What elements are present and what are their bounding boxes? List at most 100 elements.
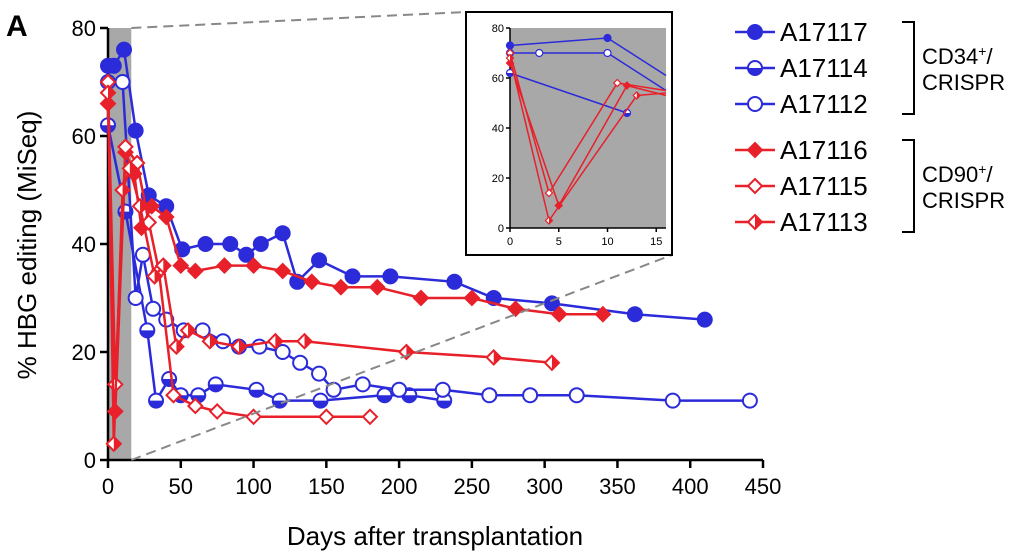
data-point <box>344 268 361 285</box>
data-point <box>201 332 219 350</box>
data-point <box>543 354 561 372</box>
y-tick-label: 60 <box>72 124 96 149</box>
data-point <box>274 225 291 242</box>
zoom-connector-lines <box>130 11 673 461</box>
legend-group-bracket <box>902 21 915 115</box>
data-point <box>99 84 117 102</box>
data-point <box>568 387 585 404</box>
legend-marker <box>747 60 763 76</box>
data-point <box>172 257 190 275</box>
legend: A17117A17114A17112CD34+/CRISPRA17116A171… <box>735 17 1005 237</box>
legend-label: A17114 <box>780 53 868 83</box>
inset-data-point <box>544 216 554 225</box>
y-tick-label: 80 <box>72 16 96 41</box>
data-point <box>121 159 139 177</box>
legend-item-A17113: A17113 <box>735 207 868 237</box>
x-tick-label: 250 <box>454 474 491 499</box>
inset-data-point <box>632 91 642 100</box>
legend-item-A17112: A17112 <box>735 89 868 119</box>
y-tick-label: 40 <box>72 232 96 257</box>
legend-marker <box>747 24 763 40</box>
data-point <box>179 321 197 339</box>
inset-data-point <box>535 48 544 58</box>
legend-group-label-line2: CRISPR <box>922 70 1005 95</box>
y-tick-label: 20 <box>72 340 96 365</box>
inset-series-A17117 <box>505 33 667 77</box>
data-point <box>696 311 713 328</box>
data-point <box>208 402 226 420</box>
data-point <box>594 305 612 323</box>
legend-label: A17112 <box>780 89 868 119</box>
data-point <box>222 236 239 252</box>
inset-series-A17113 <box>505 53 667 225</box>
inset-data-point <box>603 33 612 43</box>
inset-series-line <box>509 52 667 195</box>
inset-y-tick-label: 0 <box>498 223 504 235</box>
legend-item-A17115: A17115 <box>735 171 868 201</box>
data-point <box>186 262 204 280</box>
legend-group-label: CD90+/ <box>922 161 993 187</box>
legend-group-bracket <box>902 139 915 233</box>
data-point <box>127 290 144 306</box>
data-point <box>143 197 161 215</box>
data-point <box>245 257 262 275</box>
data-point <box>197 236 214 252</box>
data-point <box>139 322 156 339</box>
data-point <box>446 273 463 290</box>
data-point <box>266 332 284 350</box>
x-axis-title: Days after transplantation <box>287 521 583 551</box>
inset-y-tick-label: 60 <box>492 73 504 85</box>
data-point <box>128 154 146 172</box>
data-point <box>148 392 165 409</box>
x-tick-label: 400 <box>672 474 709 499</box>
data-point <box>311 252 328 269</box>
legend-label: A17116 <box>780 135 868 165</box>
data-point <box>116 41 133 58</box>
data-point <box>207 376 224 393</box>
legend-marker <box>746 177 764 195</box>
data-point <box>274 344 291 360</box>
legend-marker <box>747 96 763 112</box>
x-tick-label: 450 <box>745 474 782 499</box>
y-tick-label: 0 <box>84 448 96 473</box>
inset-shaded-area <box>510 28 666 228</box>
inset-plot: 0 20 40 60 80 0 5 10 15 <box>465 11 673 256</box>
legend-item-A17114: A17114 <box>735 53 868 83</box>
data-point <box>550 305 568 323</box>
data-point <box>311 365 328 382</box>
legend-item-A17117: A17117 <box>735 17 868 47</box>
data-point <box>434 381 451 398</box>
data-point <box>105 435 123 453</box>
data-point <box>463 289 481 307</box>
data-point <box>145 300 162 317</box>
data-point <box>303 273 321 291</box>
inset-data-point <box>603 48 612 58</box>
data-point <box>507 300 524 318</box>
x-tick-label: 0 <box>102 474 114 499</box>
data-point <box>412 289 430 307</box>
data-point <box>361 408 379 426</box>
data-point <box>186 397 204 415</box>
data-point <box>248 381 265 398</box>
data-point <box>382 268 399 285</box>
data-point <box>296 332 313 350</box>
series-line <box>106 92 553 444</box>
data-point <box>167 338 185 356</box>
legend-label: A17113 <box>780 207 868 237</box>
inset-series-line <box>509 62 667 208</box>
data-point <box>154 257 172 275</box>
x-tick-label: 50 <box>169 474 193 499</box>
data-point <box>292 354 309 371</box>
data-point <box>312 392 329 409</box>
legend-group-label-line2: CRISPR <box>922 188 1005 213</box>
legend-marker <box>746 213 764 231</box>
inset-x-tick-label: 0 <box>507 236 513 248</box>
data-point <box>376 387 393 404</box>
x-tick-label: 100 <box>235 474 272 499</box>
data-point <box>391 381 408 398</box>
data-point <box>127 122 144 139</box>
inset-x-tick-label: 15 <box>650 236 662 248</box>
data-point <box>131 197 149 215</box>
